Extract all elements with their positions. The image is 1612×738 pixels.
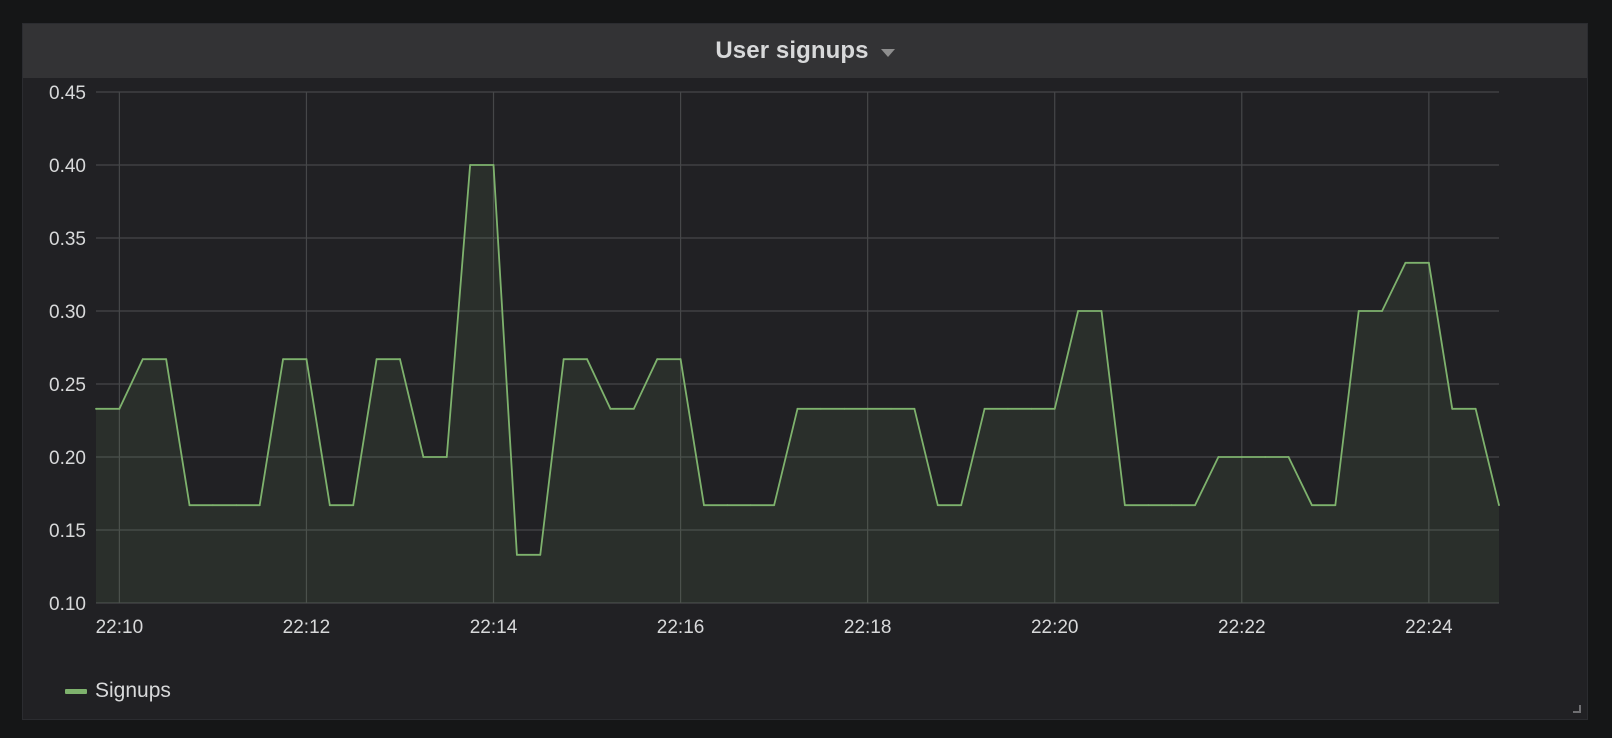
y-tick-label: 0.20 [49,448,86,469]
data-point [1194,504,1196,507]
x-axis: 22:10 22:12 22:14 22:16 22:18 22:20 22:22 22:24 [96,617,1453,638]
data-point [328,504,331,507]
legend[interactable]: Signups [65,679,171,703]
resize-corner-icon[interactable] [1573,705,1581,713]
data-point [118,407,121,410]
data-point [1334,504,1337,507]
data-point [1217,456,1220,458]
data-point [562,358,565,361]
y-tick-label: 0.40 [49,156,86,177]
data-point [1381,310,1383,312]
data-point [866,407,869,410]
data-point [305,358,308,361]
x-tick-label: 22:24 [1405,617,1453,638]
data-point [1030,407,1033,410]
data-point [936,504,939,507]
data-point [165,358,168,361]
series-area-signups [96,165,1499,603]
data-point [819,407,822,410]
data-point [960,504,963,507]
data-point [749,504,752,507]
data-point [212,504,214,507]
data-point [913,407,916,410]
data-point [539,553,542,556]
data-point [656,358,659,361]
data-point [141,358,144,361]
data-point [1357,310,1360,312]
data-point [235,504,238,507]
y-tick-label: 0.30 [49,302,86,323]
data-point [843,407,846,410]
legend-swatch[interactable] [65,688,87,694]
panel-header[interactable]: User signups [23,24,1587,78]
caret-down-icon[interactable] [880,49,895,57]
x-tick-label: 22:10 [96,617,144,638]
data-point [703,504,705,507]
data-point [890,407,892,410]
x-tick-label: 22:20 [1031,617,1079,638]
y-tick-label: 0.45 [49,83,86,104]
data-point [352,504,355,507]
data-point [399,358,401,361]
data-point [1147,504,1150,507]
x-tick-label: 22:18 [844,617,892,638]
data-point [95,407,97,410]
data-point [1077,310,1079,312]
data-point [773,504,776,507]
data-point [375,358,378,361]
y-tick-label: 0.15 [49,521,86,542]
chart-plot[interactable]: 0.100.150.200.250.300.350.400.45 22:10 22… [23,24,1589,721]
data-point [1427,261,1430,264]
data-point [1053,407,1056,410]
data-point [586,358,588,361]
data-point [609,407,612,410]
data-point [1240,456,1243,458]
data-point [1007,407,1009,410]
data-point [1287,456,1290,458]
y-tick-label: 0.35 [49,229,86,250]
x-tick-label: 22:12 [283,617,331,638]
series-layer [95,164,1500,603]
graph-panel: User signups 0.10 0.15 0.20 0.25 0.30 0.35 0.4… [22,23,1588,720]
data-point [469,164,472,166]
data-point [422,456,425,458]
data-point [1474,407,1477,410]
data-point [796,407,799,410]
grid-lines [96,91,1499,604]
data-point [492,164,495,166]
data-point [1311,504,1313,507]
y-tick-label: 0.25 [49,375,86,396]
data-point [1264,456,1267,458]
data-point [1170,504,1173,507]
data-point [726,504,729,507]
y-tick-label: 0.10 [49,594,86,615]
data-point [1498,504,1500,507]
data-point [258,504,261,507]
data-point [1451,407,1454,410]
legend-label-signups[interactable]: Signups [95,679,171,702]
data-point [516,553,518,556]
data-point [632,407,635,410]
data-point [1123,504,1126,507]
panel-title[interactable]: User signups [715,37,869,64]
x-tick-label: 22:22 [1218,617,1266,638]
data-point [282,358,284,361]
data-point [679,358,682,361]
x-tick-label: 22:16 [657,617,705,638]
data-point [445,456,448,458]
data-point [983,407,986,410]
data-point [188,504,191,507]
x-tick-label: 22:14 [470,617,518,638]
data-point [1404,261,1407,264]
y-axis: 0.10 0.15 0.20 0.25 0.30 0.35 0.40 0.45 [49,83,86,615]
data-point [1100,310,1103,312]
